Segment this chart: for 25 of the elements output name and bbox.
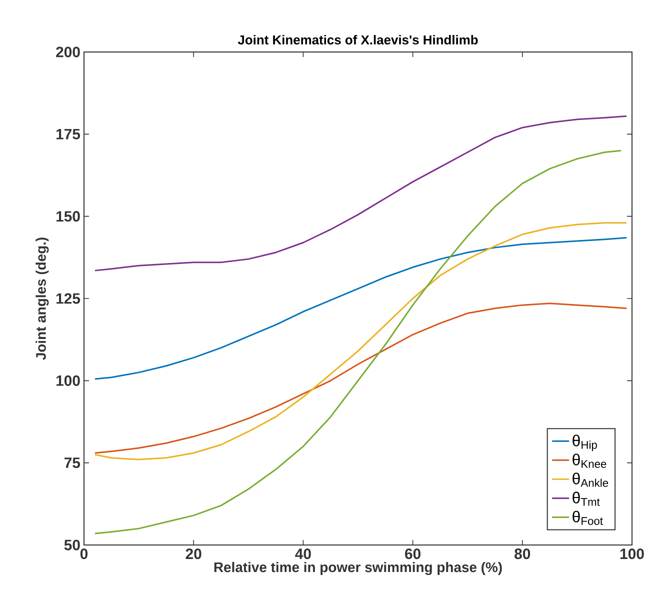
y-tick-label: 75 [64, 458, 80, 468]
x-tick-label: 80 [514, 548, 530, 560]
legend-label: θ$_{Knee}$ [572, 454, 606, 468]
y-tick-label: 50 [64, 540, 80, 550]
chart-title: Joint Kinematics of X.laevis's Hindlimb [238, 34, 478, 44]
y-tick-label: 150 [56, 211, 80, 222]
x-axis-title: Relative time in power swimming phase (%) [214, 562, 502, 575]
line-series [94, 236, 628, 380]
x-tick-label: 0 [80, 548, 88, 560]
legend-label: θ$_{Ankle}$ [572, 472, 608, 487]
x-tick-label: 20 [186, 548, 202, 560]
line-series [94, 115, 628, 272]
legend-label: θ$_{Tmt}$ [572, 492, 600, 506]
y-tick-label: 100 [56, 375, 80, 386]
y-tick-label: 175 [56, 128, 80, 140]
x-tick-label: 40 [295, 548, 311, 560]
line-series [94, 150, 622, 534]
line-series [94, 302, 628, 454]
y-tick-label: 200 [56, 46, 80, 58]
x-tick-label: 100 [620, 548, 644, 560]
y-tick-label: 125 [56, 293, 80, 304]
y-axis-title: Joint angles (deg.) [36, 238, 49, 360]
legend-label: θ$_{Foot}$ [572, 510, 603, 525]
legend-label: θ$_{Hip}$ [572, 434, 597, 452]
x-tick-label: 60 [405, 548, 420, 560]
